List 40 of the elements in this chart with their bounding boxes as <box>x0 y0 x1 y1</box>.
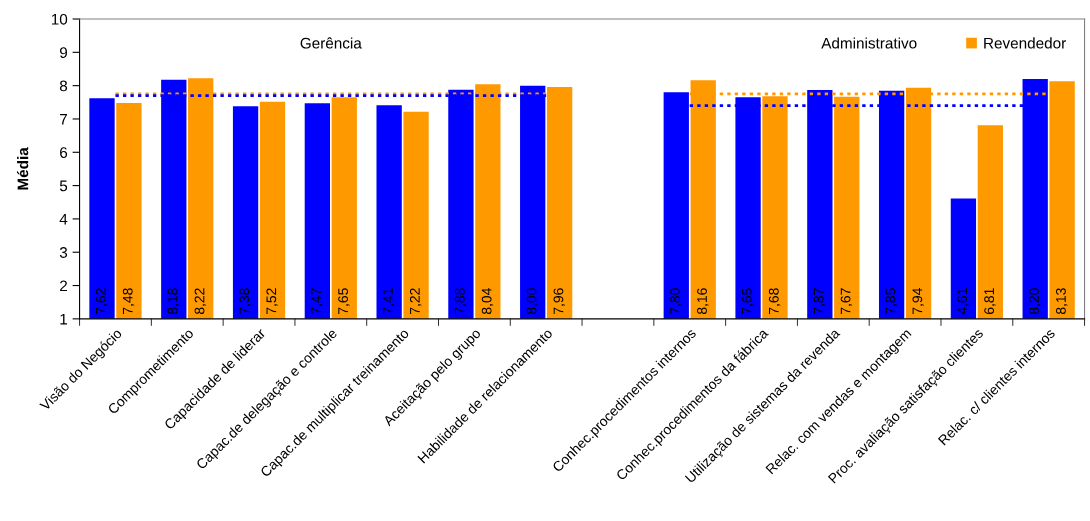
data-label: 8,04 <box>481 288 494 315</box>
annotation: Gerência <box>300 37 362 49</box>
data-label: 7,80 <box>670 288 682 314</box>
data-label: 7,22 <box>409 288 422 314</box>
y-tick-label: 8 <box>59 80 68 92</box>
y-tick-label: 3 <box>59 247 68 258</box>
y-tick-label: 1 <box>60 313 68 325</box>
data-label: 8,20 <box>1029 288 1041 315</box>
y-tick-label: 9 <box>59 47 68 59</box>
data-label: 7,41 <box>383 288 395 314</box>
y-tick-label: 7 <box>60 113 67 125</box>
y-tick-label: 6 <box>60 147 68 158</box>
data-label: 7,65 <box>741 288 754 314</box>
y-axis-title: Média <box>16 147 29 190</box>
data-label: 8,18 <box>167 288 180 315</box>
data-label: 8,16 <box>697 288 709 315</box>
data-label: 7,88 <box>454 288 467 314</box>
y-tick-label: 5 <box>59 180 68 192</box>
data-label: 7,48 <box>122 288 135 314</box>
data-label: 7,47 <box>311 288 323 314</box>
data-label: 7,96 <box>553 288 565 314</box>
data-label: 7,38 <box>239 288 251 314</box>
data-label: 6,81 <box>984 288 996 314</box>
data-label: 7,52 <box>266 288 278 314</box>
y-tick-label: 4 <box>59 213 68 225</box>
annotation: Administrativo <box>821 37 917 49</box>
data-label: 7,68 <box>768 288 781 314</box>
y-tick-label: 2 <box>60 280 67 292</box>
y-tick-label: 10 <box>51 13 68 25</box>
data-label: 7,85 <box>885 288 897 314</box>
data-label: 7,94 <box>912 288 924 314</box>
legend-label: Revendedor <box>984 37 1066 49</box>
data-label: 8,13 <box>1056 288 1068 315</box>
data-label: 7,87 <box>813 288 826 314</box>
data-label: 8,00 <box>526 288 539 315</box>
data-label: 7,62 <box>95 288 108 314</box>
data-label: 4,61 <box>957 288 969 315</box>
data-label: 7,65 <box>338 288 350 314</box>
data-label: 7,67 <box>840 288 853 314</box>
data-label: 8,22 <box>194 288 207 315</box>
